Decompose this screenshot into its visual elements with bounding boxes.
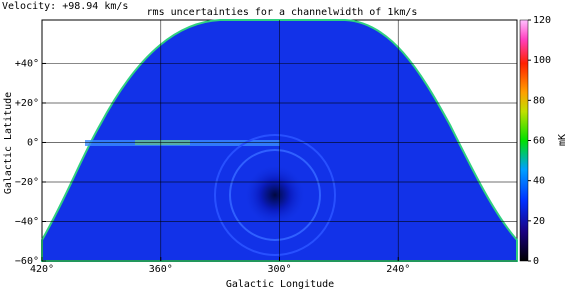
chart-title: rms uncertainties for a channelwidth of … <box>147 7 418 18</box>
colorbar-tick-label: 120 <box>533 15 551 26</box>
colorbar-tick-label: 0 <box>533 256 539 267</box>
y-axis-label: Galactic Latitude <box>3 92 14 194</box>
y-tick-label: −60° <box>15 256 39 267</box>
y-tick-label: 0° <box>27 137 39 148</box>
y-tick-label: +40° <box>15 58 39 69</box>
colorbar <box>519 19 529 262</box>
center-hole <box>245 165 305 225</box>
x-axis-label: Galactic Longitude <box>226 279 334 290</box>
colorbar-tick-label: 60 <box>533 136 545 147</box>
y-tick-label: +20° <box>15 98 39 109</box>
x-tick-label: 420° <box>30 264 54 275</box>
x-tick-label: 240° <box>386 264 410 275</box>
colorbar-tick-label: 20 <box>533 216 545 227</box>
colorbar-tick-label: 80 <box>533 95 545 106</box>
y-tick-label: −40° <box>15 216 39 227</box>
x-tick-label: 300° <box>267 264 291 275</box>
x-tick-label: 360° <box>149 264 173 275</box>
y-tick-label: −20° <box>15 177 39 188</box>
ring <box>214 134 336 256</box>
colorbar-tick-label: 40 <box>533 176 545 187</box>
velocity-label: Velocity: +98.94 km/s <box>2 1 128 12</box>
colorbar-label: mK <box>557 134 568 146</box>
ring <box>229 149 321 241</box>
colorbar-tick-label: 100 <box>533 55 551 66</box>
